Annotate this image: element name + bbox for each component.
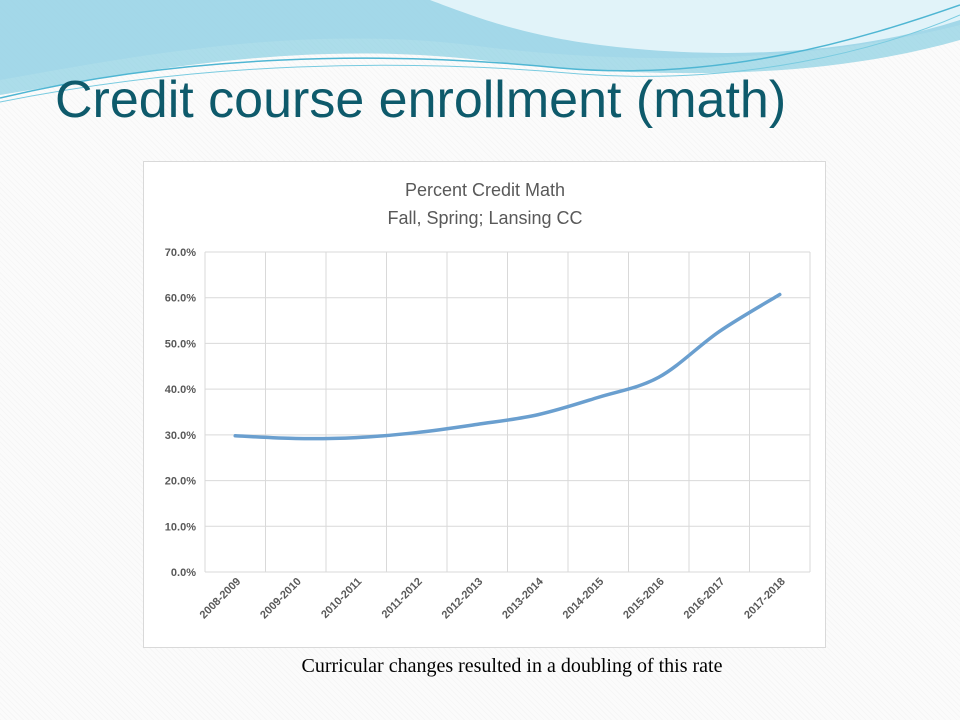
slide-caption: Curricular changes resulted in a doublin…: [301, 655, 723, 677]
x-tick-label: 2015-2016: [621, 576, 667, 622]
chart-series: [233, 292, 782, 441]
data-point: [354, 436, 358, 440]
header-wave-decoration: [0, 0, 960, 103]
y-tick-label: 70.0%: [165, 247, 196, 259]
data-point: [294, 437, 298, 441]
x-tick-label: 2008-2009: [198, 576, 244, 622]
data-point: [717, 330, 721, 334]
chart-subtitle: Fall, Spring; Lansing CC: [387, 208, 582, 228]
data-point: [596, 395, 600, 399]
x-tick-label: 2017-2018: [742, 576, 788, 622]
x-tick-label: 2010-2011: [319, 576, 364, 621]
y-tick-label: 20.0%: [165, 476, 196, 488]
chart-grid: [204, 251, 811, 573]
slide-title: Credit course enrollment (math): [55, 71, 787, 129]
x-tick-label: 2011-2012: [380, 576, 425, 621]
data-point: [233, 434, 237, 438]
data-point: [415, 431, 419, 435]
line-chart: Percent Credit Math Fall, Spring; Lansin…: [165, 180, 811, 621]
series-line: [233, 292, 782, 441]
x-tick-label: 2009-2010: [258, 576, 304, 622]
y-tick-label: 40.0%: [165, 384, 196, 396]
y-tick-label: 0.0%: [171, 567, 196, 579]
data-point: [475, 422, 479, 426]
y-tick-label: 10.0%: [165, 521, 196, 533]
y-tick-label: 30.0%: [165, 430, 196, 442]
x-tick-label: 2012-2013: [440, 576, 486, 622]
y-axis-ticks: 0.0% 10.0% 20.0% 30.0% 40.0% 50.0% 60.0% 70.0%: [165, 247, 196, 579]
data-point: [778, 293, 782, 297]
y-tick-label: 60.0%: [165, 293, 196, 305]
data-point: [536, 413, 540, 417]
x-axis-ticks: 2008-2009 2009-2010 2010-2011 2011-2012 2012…: [198, 575, 788, 621]
x-tick-label: 2016-2017: [682, 576, 728, 622]
data-point: [657, 375, 661, 379]
y-tick-label: 50.0%: [165, 338, 196, 350]
x-tick-label: 2013-2014: [500, 575, 546, 621]
x-tick-label: 2014-2015: [561, 576, 607, 622]
chart-title: Percent Credit Math: [405, 180, 565, 200]
chart-area: Percent Credit Math Fall, Spring; Lansin…: [143, 161, 826, 648]
